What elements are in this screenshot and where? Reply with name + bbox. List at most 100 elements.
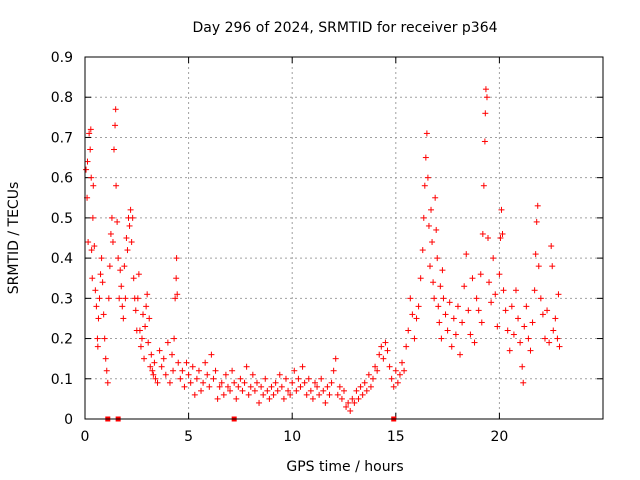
data-point (220, 391, 227, 398)
data-point (351, 399, 358, 406)
data-point (301, 379, 308, 386)
data-point (177, 375, 184, 382)
data-point (198, 387, 205, 394)
data-point (372, 363, 379, 370)
data-point (497, 235, 504, 241)
data-point (382, 339, 389, 346)
data-point (90, 182, 97, 189)
data-point (432, 194, 439, 201)
data-point (444, 327, 451, 334)
data-point (174, 291, 181, 298)
axis-ticks: 0 0.1 0.2 0.3 0.4 0.5 0.6 0.7 0.8 0.9 0 5 10 15 20 (51, 50, 603, 445)
data-point (113, 182, 120, 189)
data-point (307, 387, 314, 394)
data-point (237, 375, 244, 382)
data-point (420, 214, 427, 221)
data-point (359, 391, 366, 398)
x-tick-label: 0 (81, 429, 90, 445)
data-point (506, 347, 513, 354)
data-point (343, 403, 350, 410)
data-point (535, 263, 542, 270)
data-point (112, 122, 119, 129)
data-point (305, 375, 312, 382)
data-point (229, 367, 236, 374)
data-point (471, 339, 478, 346)
data-point (224, 383, 231, 390)
data-point (309, 395, 316, 402)
data-point (405, 327, 412, 334)
data-point (380, 355, 387, 362)
data-point (99, 279, 106, 286)
data-point (539, 311, 546, 318)
data-point (289, 379, 296, 386)
data-point (556, 343, 563, 350)
data-point (94, 335, 101, 342)
y-tick-label: 0.9 (51, 50, 73, 66)
data-point (150, 371, 157, 378)
data-point (142, 323, 149, 330)
data-point (169, 351, 176, 358)
data-point (320, 387, 327, 394)
data-point (89, 214, 96, 221)
data-point (454, 303, 461, 310)
plot-frame (84, 56, 604, 420)
data-point (251, 387, 258, 394)
data-point (181, 383, 188, 390)
data-point (318, 375, 325, 382)
data-point (330, 367, 337, 374)
data-point (554, 335, 561, 342)
data-point (96, 295, 103, 302)
data-point (200, 379, 207, 386)
data-point (477, 271, 484, 278)
data-point (478, 319, 485, 326)
data-point (378, 343, 385, 350)
data-point (429, 239, 436, 246)
data-point (256, 399, 263, 406)
data-point (435, 303, 442, 310)
data-point (433, 226, 440, 233)
data-point (106, 263, 113, 270)
chart-title: Day 296 of 2024, SRMTID for receiver p36… (192, 20, 497, 36)
data-point (439, 267, 446, 274)
data-point (87, 146, 94, 153)
data-point (473, 295, 480, 302)
data-point (91, 243, 98, 250)
x-tick-label: 5 (184, 429, 193, 445)
data-point (424, 174, 431, 181)
y-tick-label: 0.1 (51, 372, 73, 388)
data-point (341, 387, 347, 394)
y-tick-label: 0.2 (51, 332, 73, 348)
data-point (93, 303, 100, 310)
data-point (452, 331, 459, 338)
data-point (212, 367, 219, 374)
data-point (120, 315, 127, 322)
data-point (245, 391, 252, 398)
data-point (280, 395, 287, 402)
data-point (208, 351, 215, 358)
data-point (147, 363, 154, 370)
data-point (258, 383, 265, 390)
data-point (386, 363, 393, 370)
data-point (326, 391, 333, 398)
y-tick-label: 0.4 (51, 251, 73, 267)
data-point (316, 391, 323, 398)
data-point (434, 255, 441, 262)
data-point (438, 335, 445, 342)
data-point (517, 339, 524, 346)
x-tick-label: 20 (490, 429, 508, 445)
data-point (437, 283, 444, 290)
data-point (465, 307, 472, 314)
data-point (311, 379, 318, 386)
data-point (83, 166, 90, 173)
data-point (134, 295, 141, 302)
data-point (431, 295, 438, 302)
data-point (214, 395, 221, 402)
data-point (512, 287, 519, 294)
data-point (490, 255, 497, 262)
data-point (355, 395, 362, 402)
data-point (388, 375, 395, 382)
data-point (349, 395, 356, 402)
data-point (469, 275, 476, 282)
data-point (247, 383, 254, 390)
data-point (396, 371, 403, 378)
